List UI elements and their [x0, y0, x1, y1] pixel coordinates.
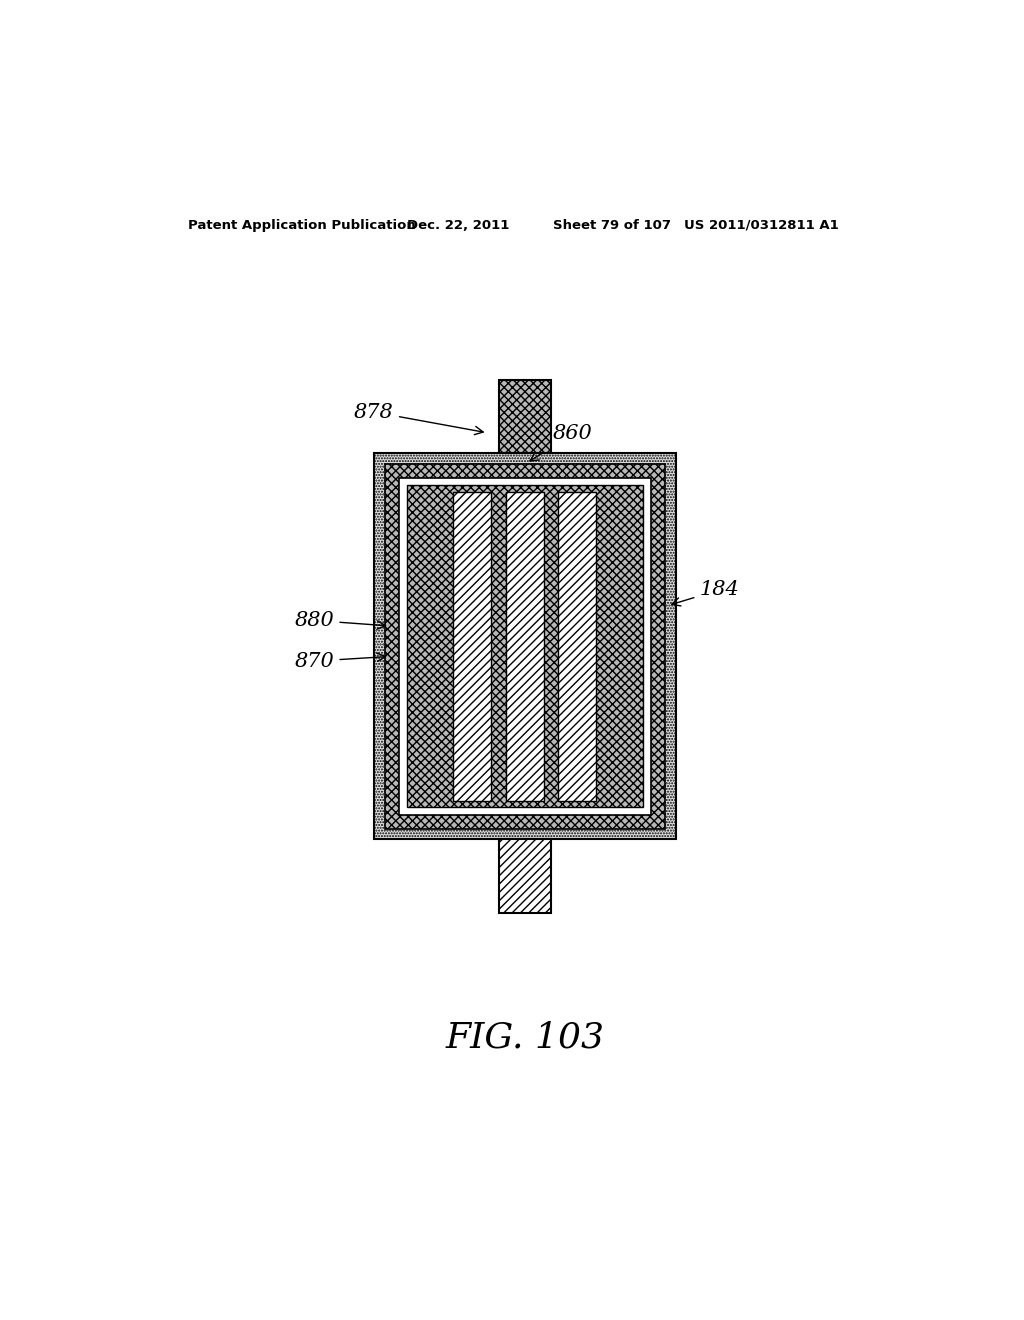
Text: Dec. 22, 2011: Dec. 22, 2011 — [408, 219, 510, 232]
Bar — [398, 478, 651, 814]
Text: 880: 880 — [295, 611, 386, 630]
Bar — [454, 491, 492, 801]
Text: US 2011/0312811 A1: US 2011/0312811 A1 — [684, 219, 839, 232]
Bar — [499, 380, 551, 453]
Bar — [385, 463, 665, 829]
Bar — [506, 491, 544, 801]
Text: Patent Application Publication: Patent Application Publication — [187, 219, 416, 232]
Text: 870: 870 — [295, 652, 386, 671]
Text: 184: 184 — [672, 581, 739, 606]
Text: 878: 878 — [354, 403, 483, 434]
Text: FIG. 103: FIG. 103 — [445, 1020, 604, 1055]
Text: Sheet 79 of 107: Sheet 79 of 107 — [553, 219, 671, 232]
Bar — [374, 453, 676, 840]
Text: 860: 860 — [530, 424, 592, 461]
Bar — [499, 840, 551, 912]
Bar — [558, 491, 596, 801]
Bar — [407, 486, 643, 807]
